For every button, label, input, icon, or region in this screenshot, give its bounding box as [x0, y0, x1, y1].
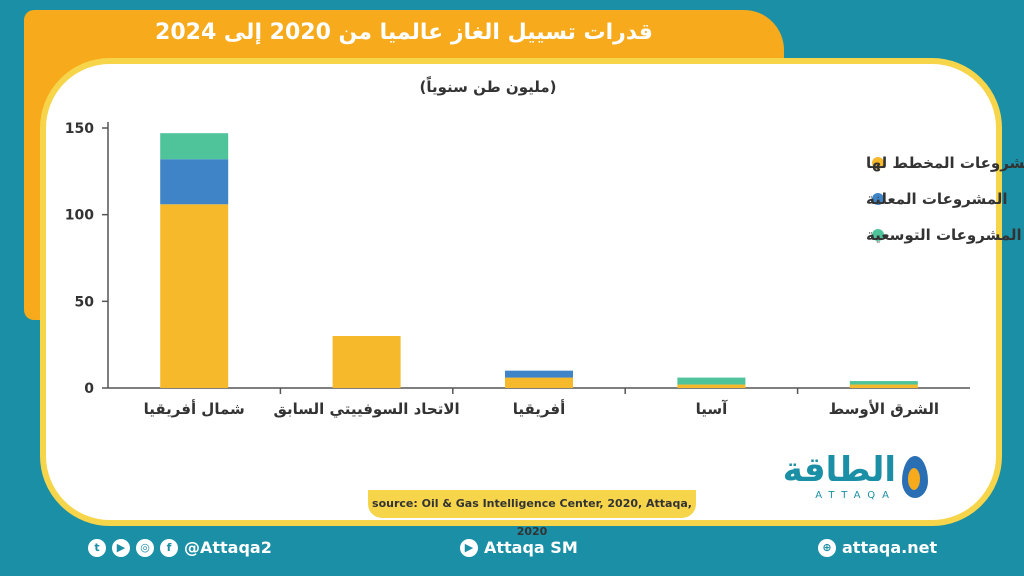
globe-icon[interactable]: ⊕	[818, 538, 836, 557]
instagram-icon[interactable]: ◎	[136, 538, 154, 557]
channel-text[interactable]: Attaqa SM	[484, 538, 578, 557]
logo-english: ATTAQA	[815, 490, 896, 501]
bar-segment	[160, 159, 229, 205]
page-title: قدرات تسييل الغاز عالميا من 2020 إلى 202…	[155, 20, 653, 45]
y-tick-label: 150	[65, 121, 94, 137]
bar-segment	[160, 204, 229, 388]
x-tick-label: شمال أفريقيا	[144, 399, 245, 418]
x-tick-label: الشرق الأوسط	[829, 400, 939, 418]
bar-segment	[160, 133, 229, 160]
youtube-channel: ▶ Attaqa SM	[460, 538, 578, 557]
legend-label: المشروعات التوسعية	[866, 226, 1022, 244]
bar-segment	[849, 384, 918, 388]
social-handles: t ▶ ◎ f @Attaqa2	[88, 538, 272, 557]
y-tick-label: 0	[84, 381, 94, 397]
bar-segment	[332, 336, 401, 388]
handle-text[interactable]: @Attaqa2	[184, 538, 272, 557]
legend-label: المشروعات المخطط لها	[866, 154, 1024, 172]
bar-segment	[677, 384, 746, 388]
bar-segment	[505, 377, 573, 388]
x-tick-label: أفريقيا	[513, 399, 565, 418]
flame-icon	[908, 468, 920, 490]
youtube-icon[interactable]: ▶	[460, 538, 478, 557]
legend-swatch	[872, 193, 884, 205]
y-tick-label: 100	[65, 208, 94, 224]
legend-label: المشروعات المعلنة	[866, 190, 1008, 208]
logo-arabic: الطاقة	[782, 450, 896, 490]
twitter-icon[interactable]: t	[88, 538, 106, 557]
bar-segment	[849, 381, 918, 385]
website-text[interactable]: attaqa.net	[842, 538, 938, 557]
youtube-icon[interactable]: ▶	[112, 538, 130, 557]
x-tick-label: آسيا	[696, 400, 729, 418]
bar-segment	[505, 370, 573, 378]
y-tick-label: 50	[75, 294, 95, 310]
website: ⊕ attaqa.net	[818, 538, 937, 557]
bar-segment	[677, 377, 746, 385]
legend-swatch	[872, 157, 884, 169]
facebook-icon[interactable]: f	[160, 538, 178, 557]
source-note: source: Oil & Gas Intelligence Center, 2…	[368, 490, 696, 538]
footer: t ▶ ◎ f @Attaqa2 ▶ Attaqa SM ⊕ attaqa.ne…	[0, 538, 1024, 566]
unit-label: (مليون طن سنوياً)	[419, 76, 556, 96]
x-tick-label: الاتحاد السوفييتي السابق	[274, 400, 460, 418]
legend-swatch	[872, 229, 884, 241]
attaqa-logo: الطاقة ATTAQA	[772, 450, 932, 510]
